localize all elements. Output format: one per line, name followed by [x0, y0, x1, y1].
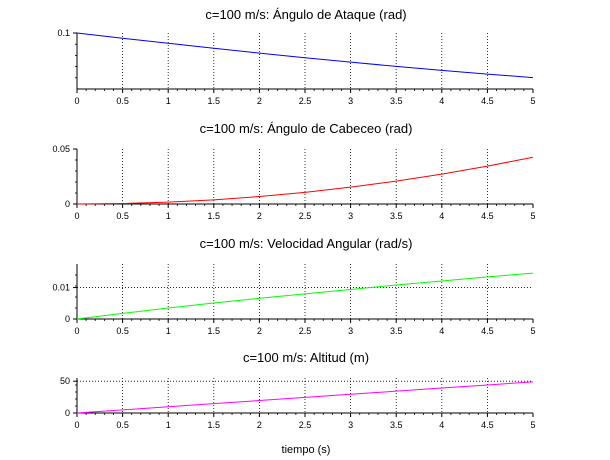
x-tick-label: 1.5	[208, 420, 221, 430]
series-line-theta	[76, 156, 534, 205]
chart-panel-2: c=100 m/s: Ángulo de Cabeceo (rad) 0 0.5 1 1…	[52, 121, 535, 221]
x-tick-label: 4.5	[481, 211, 494, 221]
x-tick-label: 0	[74, 420, 79, 430]
x-tick-label: 3.5	[390, 96, 403, 106]
x-tick-label: 0.5	[116, 420, 129, 430]
y-tick-label: 50	[60, 376, 70, 386]
x-tick-label: 0.5	[116, 96, 129, 106]
x-tick-label: 1	[166, 420, 171, 430]
x-tick-label: 0.5	[116, 211, 129, 221]
chart-panel-1: c=100 m/s: Ángulo de Ataque (rad) 0 0.5 1 1.…	[57, 7, 535, 106]
x-tick-label: 5	[530, 420, 535, 430]
x-tick-label: 2	[257, 420, 262, 430]
chart-title: c=100 m/s: Altitud (m)	[243, 350, 369, 365]
x-tick-label: 3.5	[390, 326, 403, 336]
chart-panel-4: c=100 m/s: Altitud (m) 0 0.5 1 1.5 2 2.5 3 3.5 4 4…	[60, 350, 536, 456]
x-tick-label: 3	[348, 420, 353, 430]
y-tick-label: 0.01	[52, 283, 70, 293]
x-tick-label: 2	[257, 96, 262, 106]
y-tick-label: 0.1	[57, 28, 70, 38]
x-tick-label: 4.5	[481, 96, 494, 106]
x-tick-label: 0	[74, 326, 79, 336]
y-tick-label: 0	[65, 408, 70, 418]
x-tick-label: 3	[348, 326, 353, 336]
x-tick-label: 4	[439, 96, 444, 106]
series-line-h	[76, 381, 534, 414]
x-axis-label: tiempo (s)	[282, 444, 331, 456]
x-tick-label: 2	[257, 211, 262, 221]
y-tick-label: 0	[65, 199, 70, 209]
series-line-alpha	[76, 32, 534, 79]
x-tick-label: 1.5	[208, 326, 221, 336]
x-tick-label: 4	[439, 326, 444, 336]
x-tick-label: 2.5	[299, 96, 312, 106]
x-tick-label: 0	[74, 96, 79, 106]
y-tick-label: 0.05	[52, 144, 70, 154]
x-tick-label: 0	[74, 211, 79, 221]
chart-title: c=100 m/s: Ángulo de Ataque (rad)	[205, 7, 406, 22]
y-tick-label: 0	[65, 314, 70, 324]
x-tick-label: 2.5	[299, 420, 312, 430]
chart-title: c=100 m/s: Ángulo de Cabeceo (rad)	[200, 121, 413, 136]
chart-panel-3: c=100 m/s: Velocidad Angular (rad/s) 0 0.5…	[52, 236, 535, 336]
x-tick-label: 3	[348, 211, 353, 221]
x-tick-label: 3	[348, 96, 353, 106]
x-tick-label: 2.5	[299, 211, 312, 221]
x-tick-label: 4	[439, 211, 444, 221]
x-tick-label: 1.5	[208, 96, 221, 106]
x-tick-label: 1	[166, 211, 171, 221]
x-tick-label: 0.5	[116, 326, 129, 336]
x-tick-label: 5	[530, 326, 535, 336]
x-tick-label: 2.5	[299, 326, 312, 336]
x-tick-label: 1.5	[208, 211, 221, 221]
x-tick-label: 4.5	[481, 420, 494, 430]
x-tick-label: 3.5	[390, 420, 403, 430]
x-tick-label: 4.5	[481, 326, 494, 336]
x-tick-label: 3.5	[390, 211, 403, 221]
chart-title: c=100 m/s: Velocidad Angular (rad/s)	[200, 236, 413, 251]
x-tick-label: 5	[530, 96, 535, 106]
x-tick-label: 1	[166, 96, 171, 106]
x-tick-label: 5	[530, 211, 535, 221]
x-tick-label: 1	[166, 326, 171, 336]
x-tick-label: 2	[257, 326, 262, 336]
x-tick-label: 4	[439, 420, 444, 430]
series-line-q	[76, 272, 534, 320]
